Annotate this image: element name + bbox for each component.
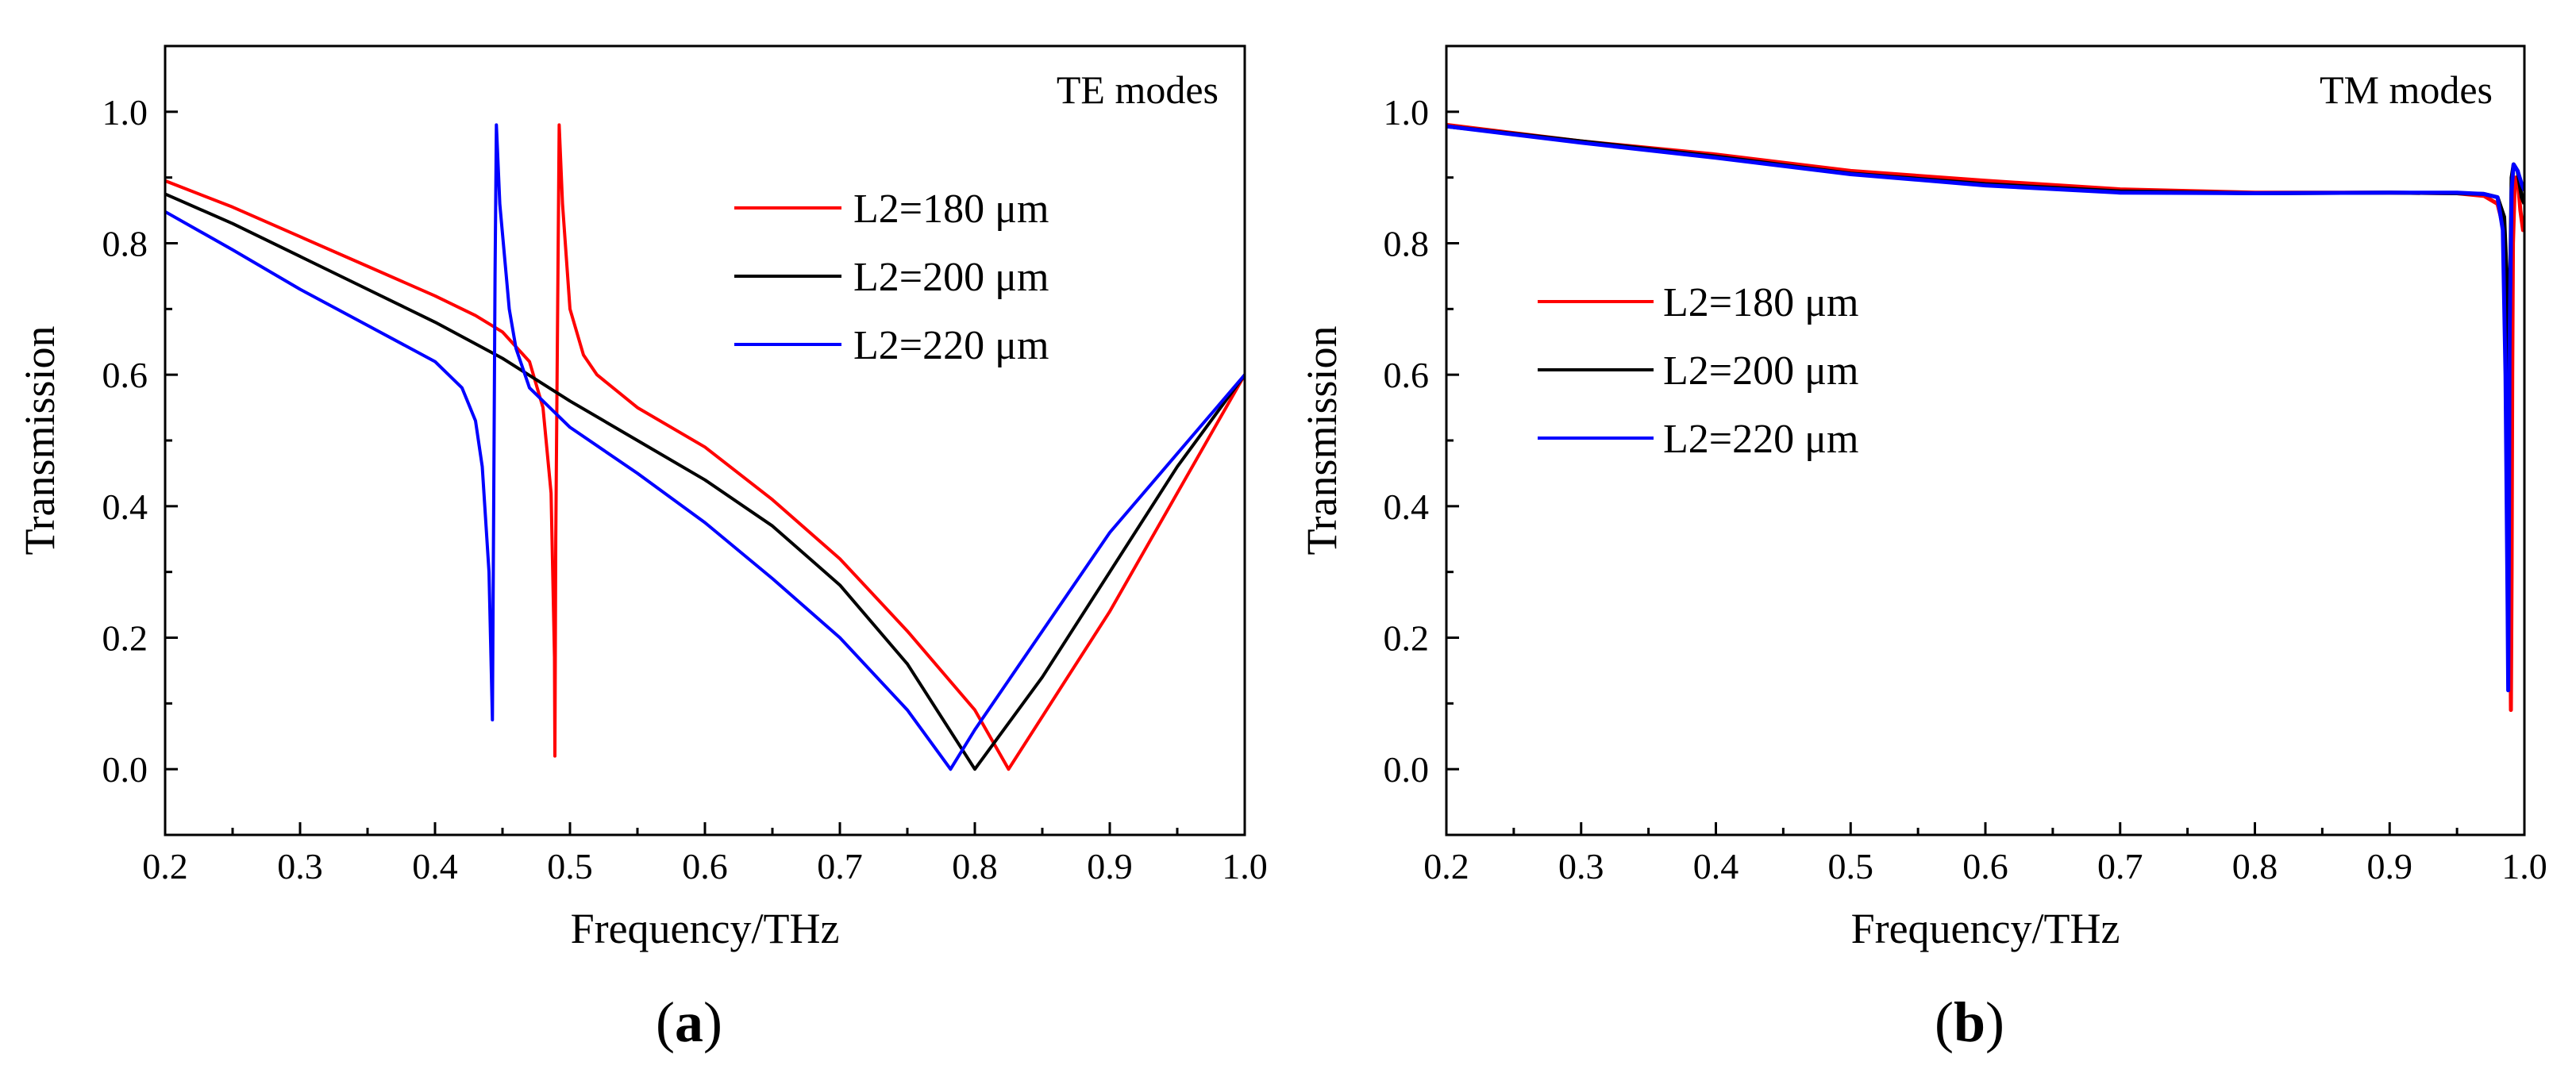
legend-label: L2=200 μm [1663,348,1858,394]
y-tick-label: 1.0 [102,92,148,133]
panel-caption: (b) [1935,990,2004,1054]
x-axis-title: Frequency/THz [1851,905,2120,952]
x-tick-label: 0.7 [817,846,863,886]
legend-label: L2=220 μm [1663,417,1858,462]
series-line-1 [165,123,1245,771]
legend-label: L2=180 μm [853,187,1049,232]
x-tick-label: 0.5 [1828,846,1874,886]
panel-b: 0.2 0.3 0.4 0.5 0.6 0.7 0.8 0.9 1.0 0.0 0.2 0.4 0.6 0… [1298,44,2547,1054]
x-tick-label: 0.7 [2097,846,2143,886]
y-tick-label: 1.0 [1384,92,1430,133]
mode-annotation: TM modes [2320,67,2493,112]
legend: L2=180 μm L2=200 μm L2=220 μm [1538,280,1858,462]
legend: L2=180 μm L2=200 μm L2=220 μm [734,187,1049,368]
y-tick-label: 0.8 [102,224,148,264]
y-tick-label: 0.4 [1384,487,1430,527]
y-tick-label: 0.4 [102,487,148,527]
x-tick-label: 1.0 [1222,846,1268,886]
x-tick-label: 0.9 [1087,846,1133,886]
x-tick-label: 0.3 [277,846,323,886]
legend-label: L2=180 μm [1663,280,1858,325]
y-axis-title: Transmission [1298,325,1346,555]
series-line-2 [1446,124,2524,390]
y-tick-label: 0.6 [1384,355,1430,395]
x-tick-label: 0.8 [952,846,998,886]
series-line-2 [165,192,1245,771]
x-tick-label: 0.2 [142,846,188,886]
y-axis-title: Transmission [16,325,64,555]
y-tick-label: 0.2 [102,618,148,659]
y-tick-label: 0.0 [102,749,148,790]
x-tick-label: 0.3 [1558,846,1604,886]
x-tick-label: 0.8 [2232,846,2278,886]
panel-caption: (a) [656,990,722,1054]
series-line-1 [1446,122,2524,713]
x-tick-label: 0.4 [412,846,458,886]
series-line-3 [165,123,1245,771]
x-tick-label: 0.6 [1962,846,2008,886]
y-tick-label: 0.2 [1384,618,1430,659]
legend-label: L2=200 μm [853,255,1049,300]
mode-annotation: TE modes [1057,67,1219,112]
series-line-3 [1446,124,2524,693]
y-tick-label: 0.8 [1384,224,1430,264]
plot-frame [1445,44,2526,836]
x-axis-title: Frequency/THz [571,905,840,952]
x-tick-label: 0.9 [2367,846,2413,886]
panel-a: 0.2 0.3 0.4 0.5 0.6 0.7 0.8 0.9 1.0 0.0 0.2 0.4 0.6 0… [16,44,1268,1054]
x-tick-label: 0.5 [547,846,593,886]
y-tick-label: 0.0 [1384,749,1430,790]
x-tick-label: 0.6 [682,846,728,886]
y-tick-label: 0.6 [102,355,148,395]
x-tick-label: 1.0 [2501,846,2547,886]
legend-label: L2=220 μm [853,323,1049,368]
x-tick-label: 0.4 [1693,846,1739,886]
plot-frame [164,44,1246,836]
x-tick-label: 0.2 [1423,846,1469,886]
